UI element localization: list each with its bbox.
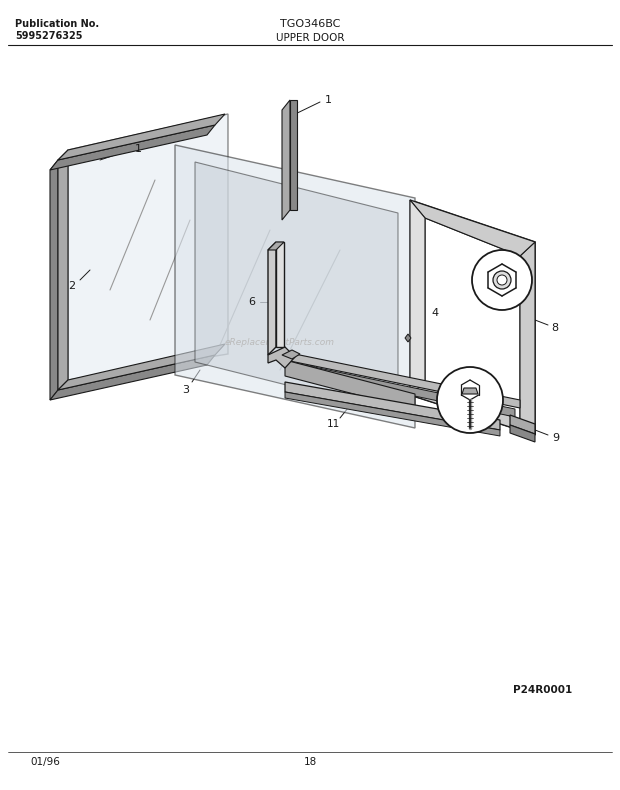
Polygon shape [510, 415, 535, 434]
Text: 5995276325: 5995276325 [15, 31, 82, 41]
Circle shape [437, 367, 503, 433]
Text: P24R0001: P24R0001 [513, 685, 572, 695]
Polygon shape [268, 347, 295, 368]
Polygon shape [50, 355, 215, 400]
Text: 8: 8 [551, 323, 559, 333]
Text: 3: 3 [182, 385, 190, 395]
Polygon shape [285, 382, 500, 430]
Text: eReplacementParts.com: eReplacementParts.com [225, 337, 335, 347]
Circle shape [497, 275, 507, 285]
Text: 1: 1 [324, 95, 332, 105]
Polygon shape [290, 100, 297, 210]
Text: 9: 9 [552, 433, 560, 443]
Polygon shape [195, 162, 398, 413]
Polygon shape [410, 200, 535, 256]
Text: 18: 18 [303, 757, 317, 767]
Polygon shape [462, 388, 478, 394]
Polygon shape [282, 350, 300, 359]
Polygon shape [405, 334, 411, 342]
Polygon shape [425, 218, 520, 420]
Polygon shape [410, 200, 535, 435]
Polygon shape [282, 100, 290, 220]
Text: 6: 6 [249, 297, 255, 307]
Polygon shape [268, 242, 284, 250]
Polygon shape [58, 344, 225, 390]
Circle shape [472, 250, 532, 310]
Text: 4: 4 [432, 308, 438, 318]
Polygon shape [520, 242, 535, 435]
Polygon shape [68, 114, 228, 380]
Polygon shape [290, 362, 515, 417]
Polygon shape [285, 352, 520, 408]
Polygon shape [285, 392, 500, 436]
Text: 2: 2 [68, 281, 76, 291]
Text: 5: 5 [498, 275, 505, 285]
Text: 01/96: 01/96 [30, 757, 60, 767]
Polygon shape [276, 242, 284, 347]
Text: TGO346BC: TGO346BC [280, 19, 340, 29]
Polygon shape [410, 382, 535, 435]
Text: 7: 7 [308, 365, 316, 375]
Text: 1: 1 [135, 144, 141, 154]
Polygon shape [50, 160, 58, 400]
Text: 10: 10 [464, 395, 476, 405]
Polygon shape [58, 114, 225, 160]
Polygon shape [58, 150, 68, 390]
Circle shape [493, 271, 511, 289]
Text: 11: 11 [326, 419, 340, 429]
Text: UPPER DOOR: UPPER DOOR [276, 33, 344, 43]
Polygon shape [268, 242, 276, 355]
Text: Publication No.: Publication No. [15, 19, 99, 29]
Polygon shape [175, 145, 415, 428]
Polygon shape [50, 125, 215, 170]
Polygon shape [410, 200, 425, 395]
Polygon shape [285, 360, 415, 410]
Polygon shape [510, 425, 535, 442]
